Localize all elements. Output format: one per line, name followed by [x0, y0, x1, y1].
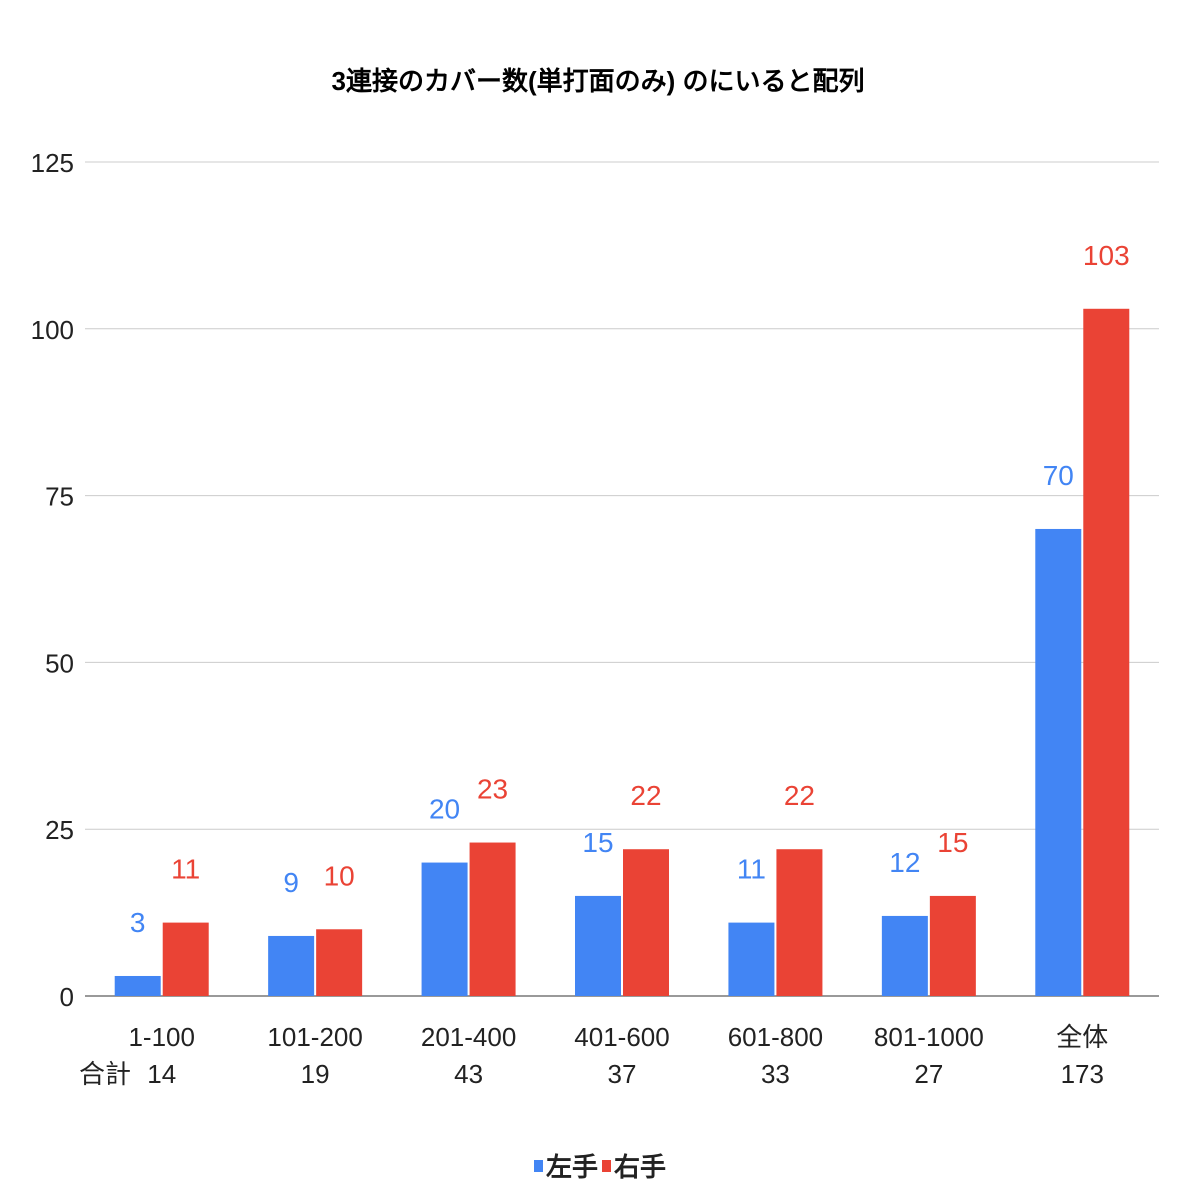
- data-label: 10: [324, 860, 355, 891]
- data-label: 22: [784, 780, 815, 811]
- total-label: 37: [608, 1059, 637, 1089]
- data-label: 15: [937, 827, 968, 858]
- bar-右手: [469, 842, 516, 996]
- legend-swatch: [534, 1160, 543, 1172]
- data-label: 20: [429, 794, 460, 825]
- bar-右手: [316, 929, 363, 996]
- data-label: 103: [1083, 240, 1130, 271]
- x-tick-label: 401-600: [574, 1022, 669, 1052]
- x-tick-label: 201-400: [421, 1022, 516, 1052]
- y-tick-label: 125: [31, 148, 74, 178]
- legend-label: 左手: [546, 1152, 598, 1182]
- x-tick-label: 801-1000: [874, 1022, 984, 1052]
- total-label: 19: [301, 1059, 330, 1089]
- data-label: 11: [737, 854, 766, 885]
- bar-左手: [575, 895, 621, 996]
- bar-左手: [1035, 528, 1082, 996]
- bar-右手: [162, 922, 209, 996]
- bar-右手: [776, 849, 823, 996]
- x-tick-label: 1-100: [128, 1022, 195, 1052]
- data-label: 23: [477, 774, 508, 805]
- data-label: 12: [889, 847, 920, 878]
- total-label: 27: [914, 1059, 943, 1089]
- chart-title: 3連接のカバー数(単打面のみ) のにいると配列: [331, 66, 864, 96]
- bar-左手: [114, 975, 161, 996]
- total-label: 33: [761, 1059, 790, 1089]
- y-tick-label: 75: [45, 482, 74, 512]
- bar-左手: [421, 862, 468, 996]
- bar-右手: [1083, 308, 1130, 996]
- bar-左手: [881, 915, 928, 996]
- legend-label: 右手: [614, 1152, 666, 1182]
- totals-row-label: 合計: [79, 1059, 131, 1089]
- total-label: 14: [147, 1059, 176, 1089]
- x-tick-label: 601-800: [728, 1022, 823, 1052]
- data-label: 22: [630, 780, 661, 811]
- total-label: 43: [454, 1059, 483, 1089]
- data-label: 11: [171, 854, 200, 885]
- data-label: 15: [582, 827, 613, 858]
- bar-右手: [929, 895, 976, 996]
- bar-左手: [268, 935, 315, 996]
- total-label: 173: [1061, 1059, 1104, 1089]
- data-label: 3: [130, 907, 146, 938]
- data-label: 70: [1043, 460, 1074, 491]
- bar-左手: [728, 922, 775, 996]
- bar-右手: [623, 849, 669, 996]
- y-tick-label: 0: [60, 982, 74, 1012]
- y-tick-label: 50: [45, 648, 74, 678]
- x-tick-label: 101-200: [267, 1022, 362, 1052]
- y-tick-label: 25: [45, 815, 74, 845]
- x-tick-label: 全体: [1056, 1022, 1108, 1052]
- y-tick-label: 100: [31, 315, 74, 345]
- legend-swatch: [602, 1160, 611, 1172]
- data-label: 9: [283, 867, 299, 898]
